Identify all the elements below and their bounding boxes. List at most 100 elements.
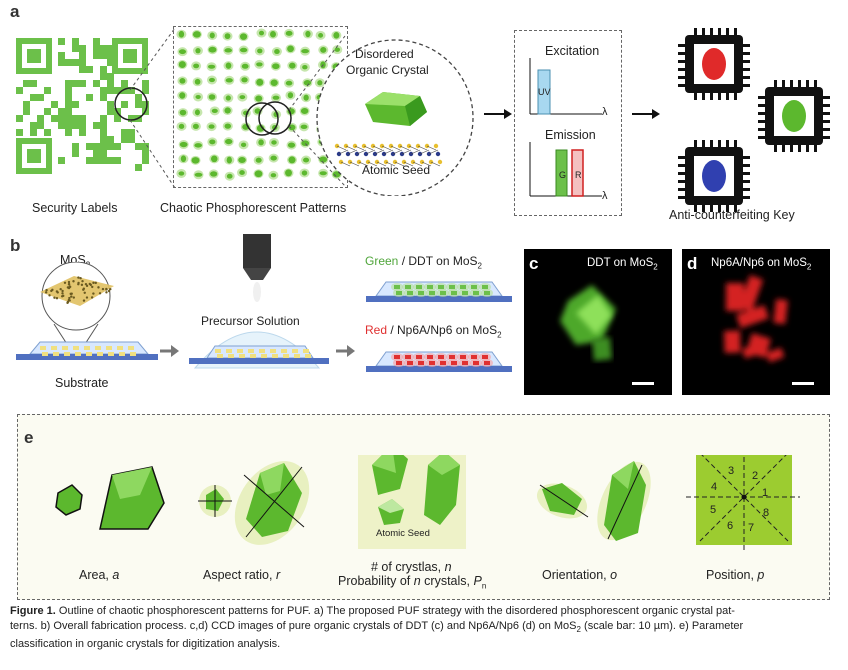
chip-pin (782, 80, 785, 88)
red-crystal-fragment (742, 344, 759, 359)
chip-pin (806, 144, 809, 152)
red-crystal-fragment (738, 275, 764, 312)
seed-bond (401, 149, 412, 155)
dot (209, 32, 215, 39)
seed-bond (356, 149, 367, 155)
dot (300, 108, 309, 115)
chip-pin (734, 28, 737, 36)
seed-bond (345, 145, 356, 151)
atom (68, 299, 71, 302)
atomic-seed-label: Atomic Seed (362, 163, 431, 177)
seed-atom (363, 151, 369, 157)
pad (449, 355, 455, 359)
atom (61, 292, 64, 295)
dot (272, 95, 280, 100)
qr-module (16, 129, 23, 136)
qr-module (100, 136, 107, 143)
qr-module (79, 59, 86, 66)
dot (193, 63, 200, 69)
chip-pin (710, 204, 713, 212)
qr-module (79, 115, 86, 122)
pad (64, 352, 70, 356)
dot (303, 157, 310, 163)
chip-pin (694, 92, 697, 100)
seed-atom (345, 151, 351, 157)
dot (287, 142, 296, 148)
qr-finder (27, 149, 41, 163)
qr-module (72, 45, 79, 52)
pad (73, 346, 79, 350)
qr-module (86, 94, 93, 101)
pad (270, 349, 276, 353)
aspect-label: Aspect ratio, r (203, 568, 281, 582)
qr-module (93, 80, 100, 87)
pad (473, 291, 479, 295)
panel-c-label: c (529, 254, 539, 273)
substrate-diagram (16, 262, 158, 360)
pad (473, 361, 479, 365)
red-crystal-image (724, 275, 788, 363)
dot (254, 170, 263, 178)
seed-bond (338, 149, 349, 155)
atom (67, 283, 71, 286)
dot (270, 79, 278, 86)
chip-pin (742, 68, 750, 71)
dot (270, 173, 277, 178)
qr-module (79, 52, 86, 59)
excitation-label: Excitation (545, 44, 600, 58)
qr-module (114, 143, 121, 150)
qr-module (58, 59, 65, 66)
atom (68, 296, 71, 300)
seed-bond (349, 161, 360, 167)
chip-pin (734, 140, 737, 148)
seed-bond (403, 161, 414, 167)
arrow-icon (632, 109, 660, 119)
pad (429, 291, 435, 295)
seed-bond (430, 161, 441, 167)
qr-module (135, 164, 142, 171)
qr-finder (27, 49, 41, 63)
dot (332, 171, 341, 178)
dot (241, 77, 248, 83)
atom (94, 281, 97, 285)
precursor-solution-label: Precursor Solution (201, 314, 300, 328)
chip-pin (782, 144, 785, 152)
pad (438, 285, 444, 289)
pad (405, 355, 411, 359)
chip-pin (742, 84, 750, 87)
dot (195, 47, 201, 54)
chip-pin (678, 60, 686, 63)
chip-pin (726, 28, 729, 36)
qr-module (142, 143, 149, 150)
dot (255, 95, 263, 102)
qr-module (58, 108, 65, 115)
dot (287, 45, 294, 53)
sector-3: 3 (728, 465, 735, 477)
pad (117, 346, 123, 350)
pad (305, 354, 311, 358)
dot (256, 62, 263, 67)
pad (261, 354, 267, 358)
seed-bond (381, 145, 392, 151)
qr-module (107, 73, 114, 80)
chip-pin (798, 80, 801, 88)
seed-bond (390, 145, 401, 151)
qr-module (142, 150, 149, 157)
seed-atom (336, 151, 342, 157)
qr-module (65, 101, 72, 108)
dot (320, 46, 327, 53)
qr-module (72, 59, 79, 66)
qr-module (72, 101, 79, 108)
chip-pin (790, 144, 793, 152)
panel-d-label: d (687, 254, 698, 273)
green-crystal-image (560, 285, 616, 361)
dot (319, 171, 327, 176)
dot (300, 124, 308, 129)
chip-pin (758, 104, 766, 107)
pad (283, 354, 289, 358)
sector-8: 8 (763, 507, 770, 519)
disordered-label-2: Organic Crystal (346, 63, 429, 77)
atom (44, 291, 48, 294)
qr-module (142, 157, 149, 164)
dot (270, 31, 276, 38)
